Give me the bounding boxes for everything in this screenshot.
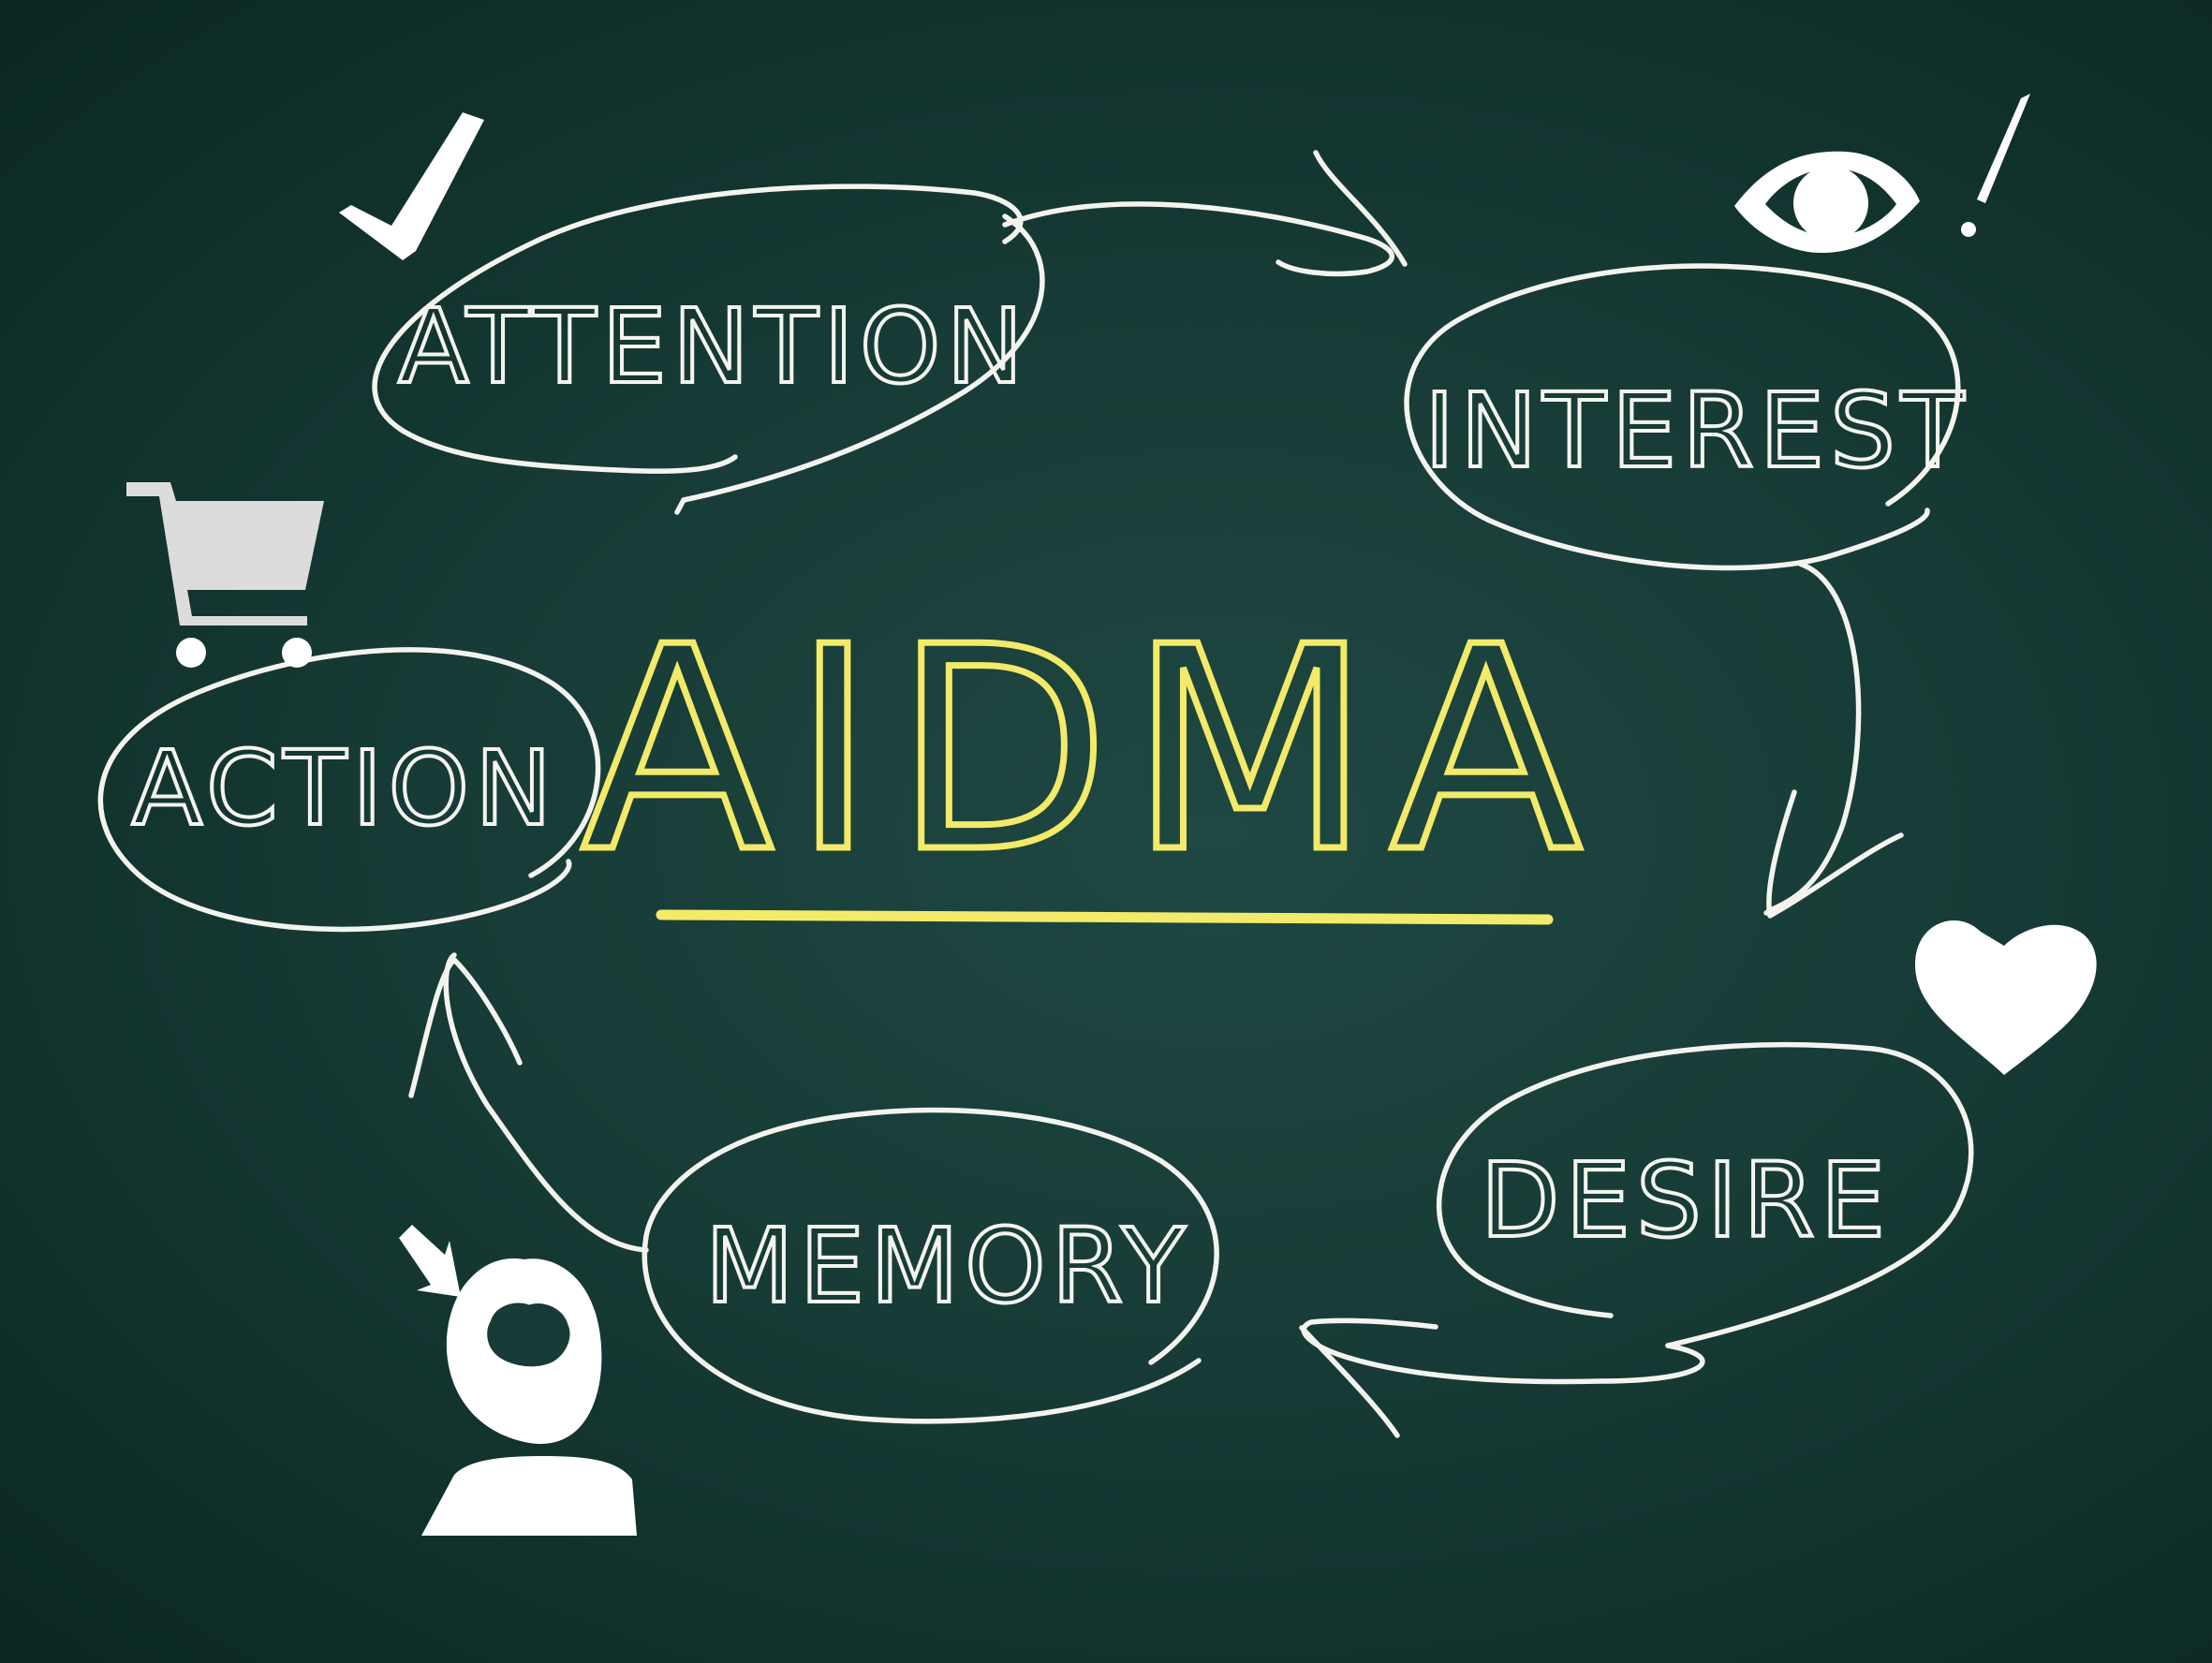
arrow-attention-to-interest (1002, 150, 1408, 277)
stage-label-attention: ATTENTION (398, 287, 1028, 406)
head-icon (399, 1225, 637, 1536)
exclamation-icon (1961, 94, 2030, 237)
cart-icon (126, 482, 324, 668)
interest-bubble: INTEREST (1404, 263, 1969, 571)
arrow-desire-to-memory (1299, 1317, 1705, 1438)
heart-icon (1915, 920, 2097, 1075)
attention-bubble: ATTENTION (372, 184, 1045, 515)
memory-bubble: MEMORY (641, 1107, 1219, 1424)
check-icon (339, 112, 484, 260)
desire-bubble: DESIRE (1436, 1041, 1974, 1348)
stage-label-memory: MEMORY (705, 1206, 1191, 1326)
stage-label-action: ACTION (132, 728, 558, 848)
arrow-memory-to-action (408, 952, 649, 1253)
eye-icon (1734, 151, 1920, 253)
stage-label-desire: DESIRE (1481, 1141, 1891, 1260)
main-title: AIDMA (582, 587, 1601, 914)
stage-label-interest: INTEREST (1424, 371, 1969, 491)
action-bubble: ACTION (97, 647, 601, 933)
title-underline (656, 909, 1554, 925)
arrow-interest-to-desire (1763, 561, 1904, 919)
